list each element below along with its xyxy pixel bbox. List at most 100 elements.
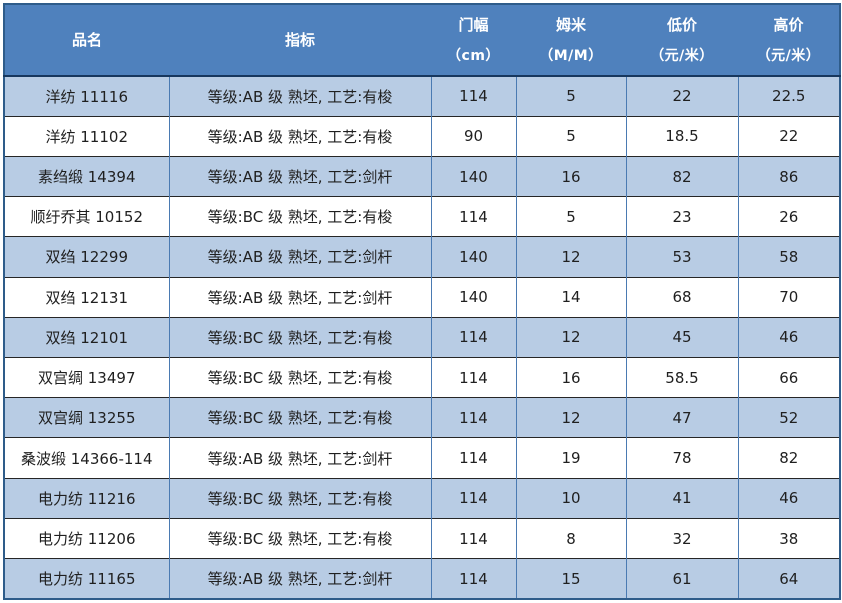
spec-cell: 等级:AB 级 熟坯, 工艺:有梭	[168, 115, 431, 157]
momme-cell: 12	[515, 397, 626, 438]
product-name-cell: 双绉 12101	[4, 316, 169, 358]
momme-cell: 16	[515, 357, 626, 398]
high-price-cell: 46	[737, 477, 840, 519]
table-row: 洋纺 11116 等级:AB 级 熟坯, 工艺:有梭 114 5 22 22.5	[4, 76, 840, 117]
product-name-cell: 双宫绸 13497	[4, 357, 169, 398]
table-row: 双宫绸 13497 等级:BC 级 熟坯, 工艺:有梭 114 16 58.5 66	[4, 357, 840, 398]
spec-cell: 等级:BC 级 熟坯, 工艺:有梭	[168, 477, 431, 519]
table-row: 双绉 12299 等级:AB 级 熟坯, 工艺:剑杆 140 12 53 58	[4, 236, 840, 278]
low-price-cell: 45	[625, 316, 738, 358]
product-name-cell: 电力纺 11206	[4, 517, 169, 559]
low-price-cell: 53	[625, 236, 738, 278]
spec-cell: 等级:AB 级 熟坯, 工艺:剑杆	[168, 558, 431, 599]
high-price-cell: 46	[737, 316, 840, 358]
momme-cell: 12	[515, 236, 626, 278]
spec-cell: 等级:BC 级 熟坯, 工艺:有梭	[168, 316, 431, 358]
table-row: 洋纺 11102 等级:AB 级 熟坯, 工艺:有梭 90 5 18.5 22	[4, 115, 840, 157]
table-row: 双绉 12101 等级:BC 级 熟坯, 工艺:有梭 114 12 45 46	[4, 316, 840, 358]
high-price-cell: 86	[737, 155, 840, 197]
high-price-cell: 26	[737, 196, 840, 237]
column-header-3: 门幅 （cm）	[431, 4, 516, 77]
momme-cell: 14	[515, 276, 626, 318]
momme-cell: 19	[515, 437, 626, 479]
high-price-cell: 58	[737, 236, 840, 278]
momme-cell: 15	[515, 558, 626, 599]
column-label: 指标	[284, 30, 315, 49]
width-cell: 114	[430, 76, 516, 117]
column-unit: （元/米）	[650, 47, 714, 64]
spec-cell: 等级:AB 级 熟坯, 工艺:剑杆	[168, 437, 431, 479]
low-price-cell: 61	[625, 558, 738, 599]
table-row: 桑波缎 14366-114 等级:AB 级 熟坯, 工艺:剑杆 114 19 78 82	[4, 437, 840, 479]
momme-cell: 5	[515, 115, 626, 157]
width-cell: 140	[430, 276, 516, 318]
width-cell: 114	[430, 558, 516, 599]
low-price-cell: 32	[625, 517, 738, 559]
width-cell: 140	[430, 155, 516, 197]
product-name-cell: 顺纡乔其 10152	[4, 196, 169, 237]
product-name-cell: 素绉缎 14394	[4, 155, 169, 197]
column-label: 高价	[773, 15, 804, 34]
momme-cell: 5	[515, 196, 626, 237]
column-unit: （元/米）	[756, 47, 821, 64]
table-row: 电力纺 11206 等级:BC 级 熟坯, 工艺:有梭 114 8 32 38	[4, 517, 840, 559]
high-price-cell: 64	[737, 558, 840, 599]
width-cell: 114	[430, 437, 516, 479]
product-name-cell: 双绉 12299	[4, 236, 169, 278]
spec-cell: 等级:AB 级 熟坯, 工艺:剑杆	[168, 276, 431, 318]
column-label: 姆米	[555, 15, 586, 34]
column-unit: （cm）	[447, 47, 500, 64]
high-price-cell: 82	[737, 437, 840, 479]
table-row: 电力纺 11165 等级:AB 级 熟坯, 工艺:剑杆 114 15 61 64	[4, 558, 840, 599]
spec-cell: 等级:BC 级 熟坯, 工艺:有梭	[168, 397, 431, 438]
width-cell: 114	[430, 196, 516, 237]
header-row: 品名 指标 门幅 （cm） 姆米 （M/M） 低价 （元/米） 高价 （元/米）	[4, 4, 840, 77]
width-cell: 114	[430, 316, 516, 358]
width-cell: 114	[430, 477, 516, 519]
width-cell: 140	[430, 236, 516, 278]
table-row: 电力纺 11216 等级:BC 级 熟坯, 工艺:有梭 114 10 41 46	[4, 477, 840, 519]
product-name-cell: 桑波缎 14366-114	[4, 437, 169, 479]
momme-cell: 12	[515, 316, 626, 358]
width-cell: 90	[430, 115, 516, 157]
low-price-cell: 68	[625, 276, 738, 318]
column-header-6: 高价 （元/米）	[738, 4, 840, 77]
low-price-cell: 82	[625, 155, 738, 197]
table-header: 品名 指标 门幅 （cm） 姆米 （M/M） 低价 （元/米） 高价 （元/米）	[4, 4, 840, 77]
width-cell: 114	[430, 517, 516, 559]
spec-cell: 等级:AB 级 熟坯, 工艺:有梭	[168, 76, 431, 117]
column-header-1: 品名	[4, 4, 169, 77]
product-name-cell: 电力纺 11216	[4, 477, 169, 519]
column-header-4: 姆米 （M/M）	[516, 4, 626, 77]
column-unit: （M/M）	[539, 47, 603, 64]
table-body: 洋纺 11116 等级:AB 级 熟坯, 工艺:有梭 114 5 22 22.5 洋纺 11…	[4, 76, 840, 599]
high-price-cell: 22	[737, 115, 840, 157]
width-cell: 114	[430, 357, 516, 398]
low-price-cell: 58.5	[625, 357, 738, 398]
low-price-cell: 41	[625, 477, 738, 519]
low-price-cell: 47	[625, 397, 738, 438]
table-row: 顺纡乔其 10152 等级:BC 级 熟坯, 工艺:有梭 114 5 23 26	[4, 196, 840, 237]
column-label: 品名	[71, 30, 102, 49]
fabric-price-table: 品名 指标 门幅 （cm） 姆米 （M/M） 低价 （元/米） 高价 （元/米） 洋纺 11116…	[3, 3, 841, 600]
column-header-5: 低价 （元/米）	[626, 4, 738, 77]
momme-cell: 8	[515, 517, 626, 559]
table-row: 双绉 12131 等级:AB 级 熟坯, 工艺:剑杆 140 14 68 70	[4, 276, 840, 318]
spec-cell: 等级:AB 级 熟坯, 工艺:剑杆	[168, 236, 431, 278]
momme-cell: 5	[515, 76, 626, 117]
width-cell: 114	[430, 397, 516, 438]
spec-cell: 等级:AB 级 熟坯, 工艺:剑杆	[168, 155, 431, 197]
table-row: 双宫绸 13255 等级:BC 级 熟坯, 工艺:有梭 114 12 47 52	[4, 397, 840, 438]
high-price-cell: 22.5	[737, 76, 840, 117]
high-price-cell: 70	[737, 276, 840, 318]
product-name-cell: 双宫绸 13255	[4, 397, 169, 438]
low-price-cell: 23	[625, 196, 738, 237]
spec-cell: 等级:BC 级 熟坯, 工艺:有梭	[168, 517, 431, 559]
product-name-cell: 洋纺 11116	[4, 76, 169, 117]
low-price-cell: 78	[625, 437, 738, 479]
high-price-cell: 52	[737, 397, 840, 438]
high-price-cell: 38	[737, 517, 840, 559]
column-header-2: 指标	[169, 4, 431, 77]
table-row: 素绉缎 14394 等级:AB 级 熟坯, 工艺:剑杆 140 16 82 86	[4, 155, 840, 197]
